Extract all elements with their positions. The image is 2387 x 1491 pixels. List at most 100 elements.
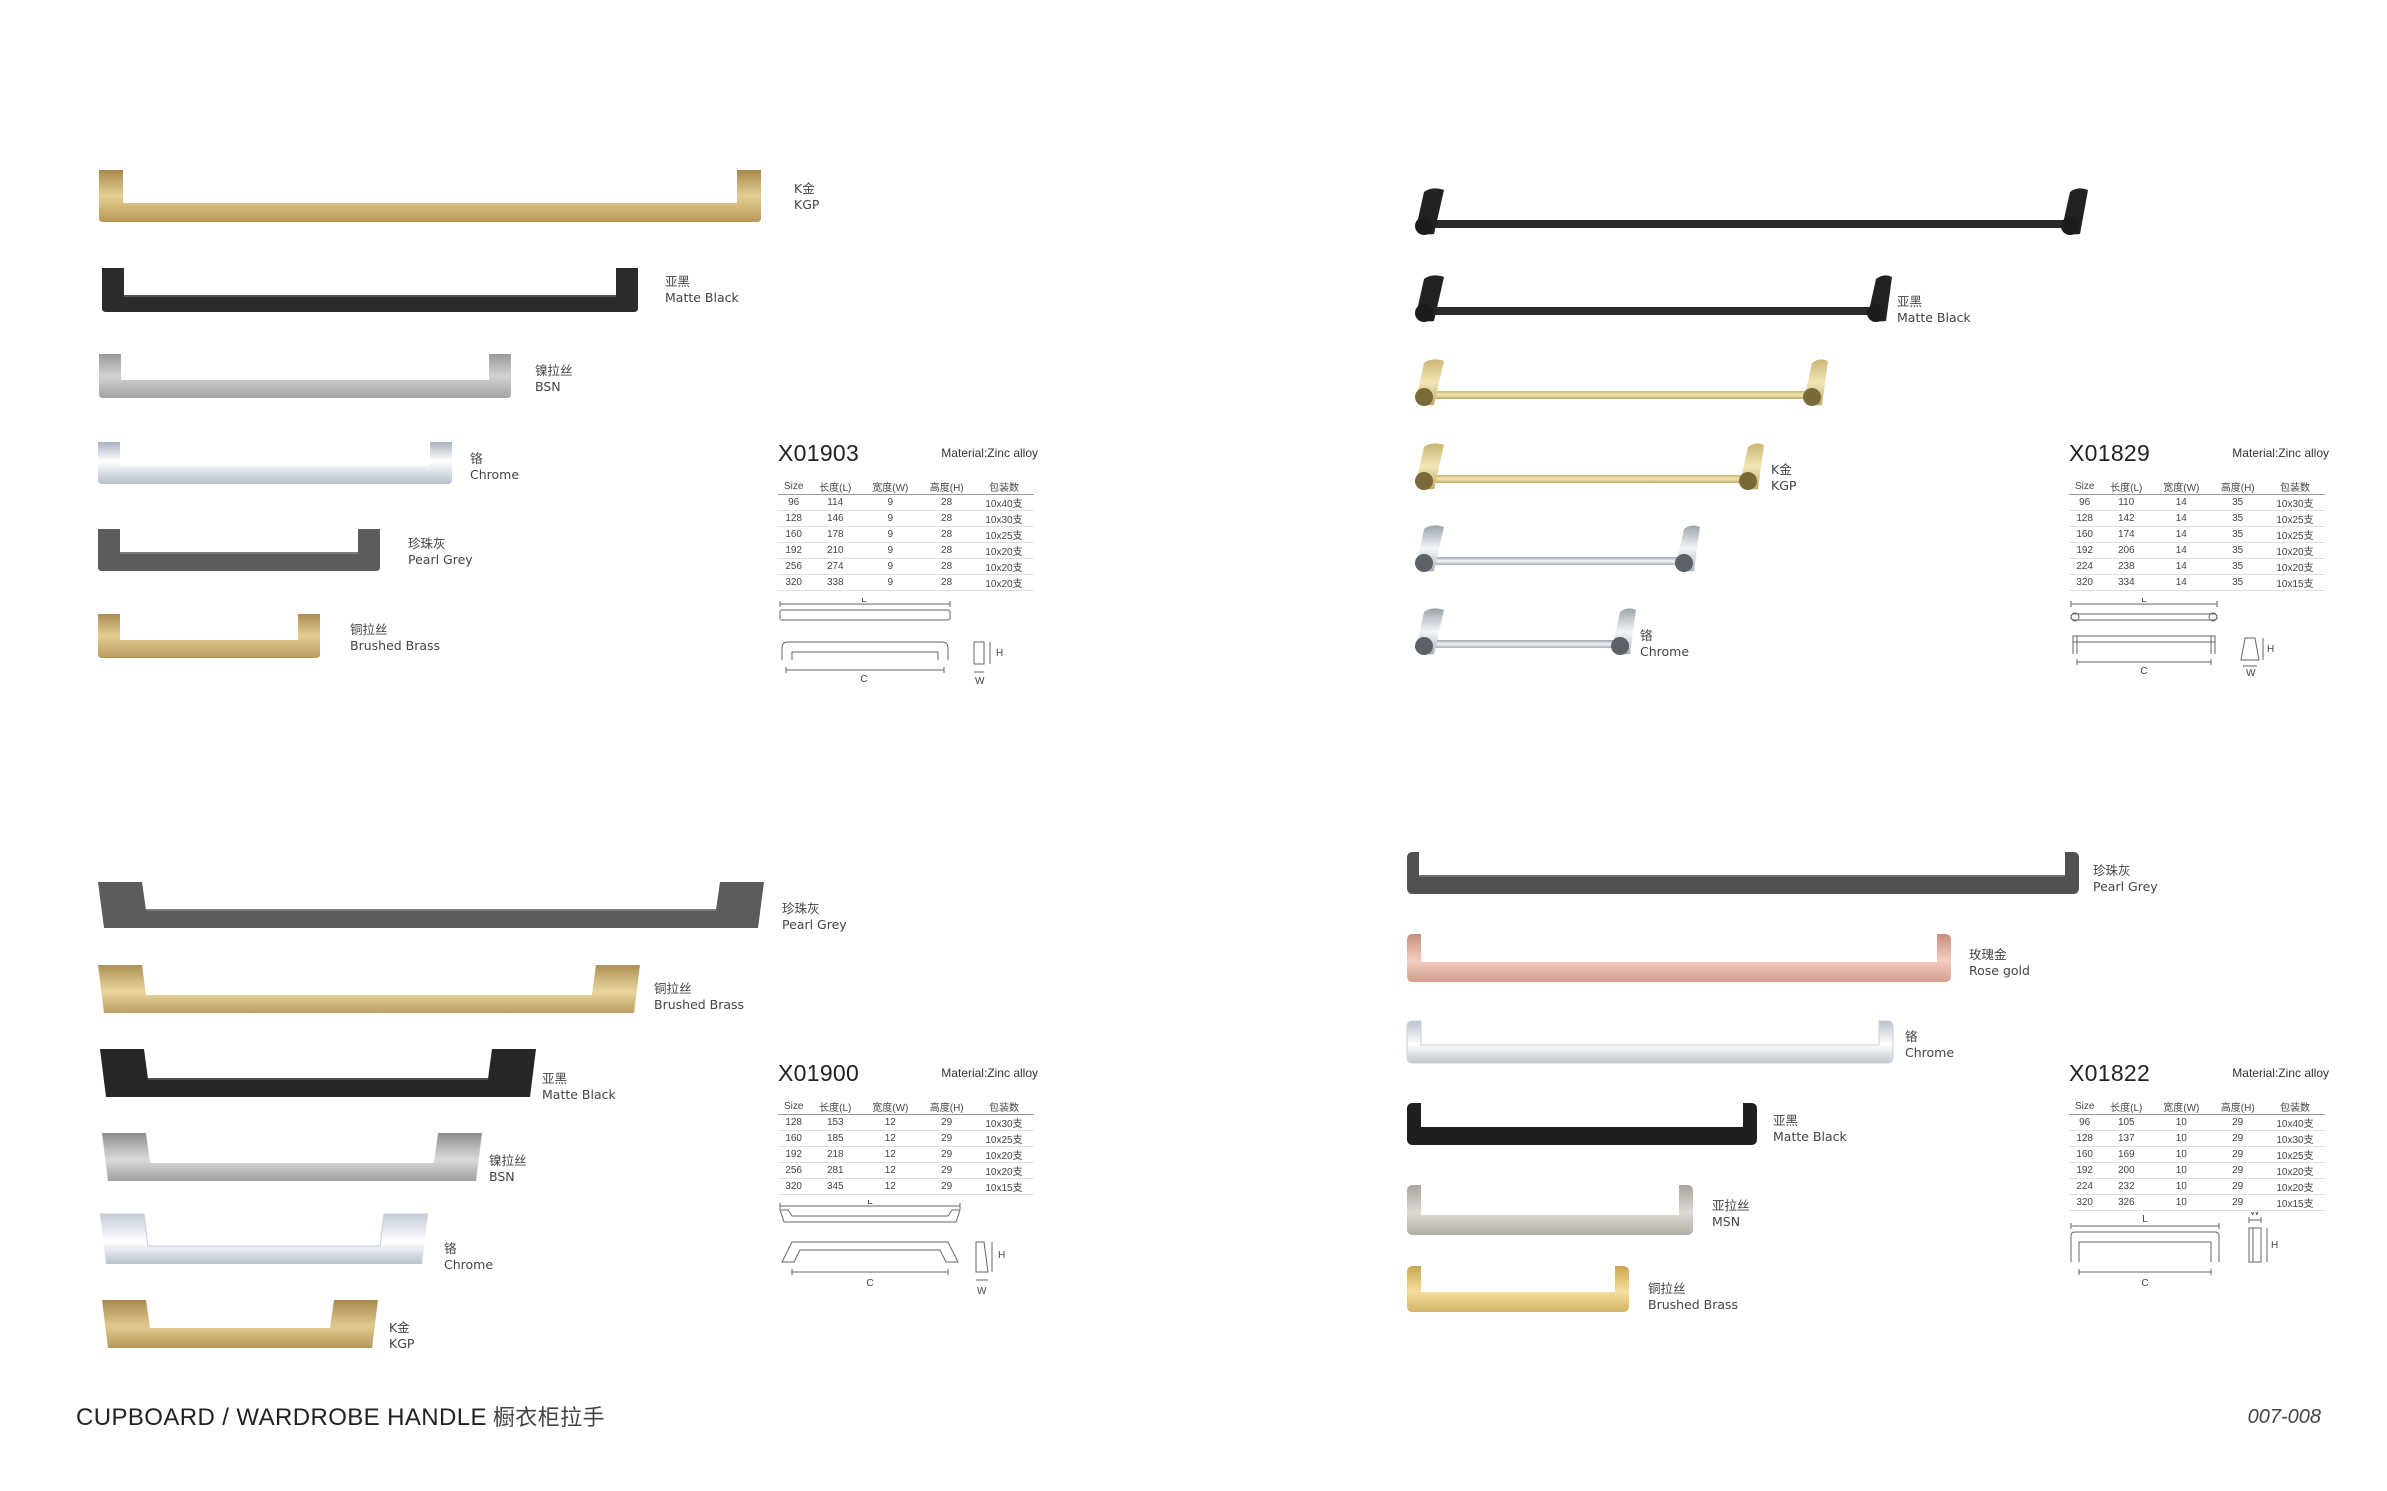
handle-x01829-kgp <box>1408 441 1764 493</box>
finish-en: KGP <box>794 196 820 212</box>
model-number: X01900 <box>778 1060 860 1086</box>
header-cell: 包装数 <box>2264 478 2325 495</box>
table-row: 128 142 14 35 10x25支 <box>2069 510 2325 527</box>
handle-x01822-msn <box>1405 1183 1695 1235</box>
size-table: Size 长度(L) 宽度(W) 高度(H) 包装数 128 153 12 29 10x… <box>778 1098 1034 1195</box>
table-cell: 14 <box>2152 558 2211 575</box>
dim-W: W <box>977 1286 987 1297</box>
table-cell: 10 <box>2152 1194 2211 1211</box>
dim-C: C <box>860 674 867 685</box>
finish-cn: 亚黑 <box>542 1071 568 1086</box>
handle-x01900-brushed-brass <box>96 965 642 1013</box>
finish-cn: K金 <box>794 181 815 196</box>
table-cell: 110 <box>2100 494 2153 511</box>
dimension-diagram: L C H W <box>2070 1212 2278 1289</box>
table-cell: 10x30支 <box>973 510 1034 527</box>
finish-cn: 亚黑 <box>1773 1113 1799 1128</box>
table-cell: 10x20支 <box>973 542 1034 559</box>
table-cell: 320 <box>2069 1194 2101 1211</box>
finish-en: Brushed Brass <box>1648 1296 1739 1312</box>
handle-x01900-bsn <box>100 1133 484 1181</box>
finish-cn: K金 <box>389 1320 410 1335</box>
table-cell: 14 <box>2152 574 2211 591</box>
table-cell: 29 <box>2210 1162 2265 1179</box>
table-cell: 281 <box>809 1162 862 1179</box>
table-cell: 160 <box>2069 1146 2101 1163</box>
dim-H: H <box>998 1250 1005 1261</box>
table-cell: 10 <box>2152 1162 2211 1179</box>
table-row: 192 210 9 28 10x20支 <box>778 542 1034 559</box>
table-cell: 96 <box>2069 494 2101 511</box>
table-cell: 10x30支 <box>973 1114 1034 1131</box>
finish-en: Matte Black <box>1897 309 1971 325</box>
table-cell: 29 <box>2210 1146 2265 1163</box>
table-cell: 128 <box>778 1114 810 1131</box>
model-number: X01829 <box>2069 440 2151 466</box>
table-cell: 192 <box>2069 542 2101 559</box>
table-cell: 12 <box>861 1114 920 1131</box>
table-cell: 10x20支 <box>2264 558 2325 575</box>
table-cell: 153 <box>809 1114 862 1131</box>
table-row: 128 146 9 28 10x30支 <box>778 510 1034 527</box>
header-cell: Size <box>778 1098 810 1115</box>
table-row: 320 326 10 29 10x15支 <box>2069 1194 2325 1211</box>
finish-label: 亚黑 Matte Black <box>542 1071 616 1102</box>
table-cell: 10x15支 <box>2264 574 2325 591</box>
finish-cn: 镍拉丝 <box>535 363 573 378</box>
dimension-diagram: L C H W <box>779 1200 1005 1297</box>
finish-label: 镍拉丝 BSN <box>489 1153 527 1184</box>
table-cell: 10 <box>2152 1114 2211 1131</box>
table-row: 160 174 14 35 10x25支 <box>2069 526 2325 543</box>
header-cell: 包装数 <box>973 1098 1034 1115</box>
table-cell: 29 <box>919 1130 974 1147</box>
table-cell: 10x20支 <box>973 558 1034 575</box>
table-cell: 10x25支 <box>973 1130 1034 1147</box>
finish-label: 亚拉丝 MSN <box>1712 1198 1750 1229</box>
header-cell: 长度(L) <box>809 1098 862 1115</box>
table-cell: 14 <box>2152 494 2211 511</box>
table-cell: 29 <box>2210 1114 2265 1131</box>
table-cell: 10 <box>2152 1146 2211 1163</box>
table-cell: 320 <box>2069 574 2101 591</box>
finish-label: 珍珠灰 Pearl Grey <box>2093 863 2158 894</box>
handle-x01903-chrome <box>96 440 454 484</box>
table-cell: 160 <box>778 526 810 543</box>
table-row: 192 218 12 29 10x20支 <box>778 1146 1034 1163</box>
table-header-row: Size 长度(L) 宽度(W) 高度(H) 包装数 <box>2069 1098 2325 1115</box>
dim-L: L <box>2142 1214 2148 1225</box>
spec-block-x01829: X01829 Material:Zinc alloy Size 长度(L) 宽度… <box>2069 440 2329 690</box>
table-cell: 160 <box>778 1130 810 1147</box>
catalog-title-cn: 橱衣柜拉手 <box>492 1406 605 1431</box>
table-row: 96 105 10 29 10x40支 <box>2069 1114 2325 1131</box>
table-cell: 224 <box>2069 1178 2101 1195</box>
finish-cn: 亚黑 <box>1897 294 1923 309</box>
material-label: Material:Zinc alloy <box>941 1066 1038 1080</box>
table-cell: 146 <box>809 510 862 527</box>
finish-label: 亚黑 Matte Black <box>1773 1113 1847 1144</box>
finish-label: 铬 Chrome <box>1640 628 1689 659</box>
table-cell: 334 <box>2100 574 2153 591</box>
table-cell: 224 <box>2069 558 2101 575</box>
header-cell: 长度(L) <box>809 478 862 495</box>
finish-label: 亚黑 Matte Black <box>1897 294 1971 325</box>
table-cell: 10 <box>2152 1130 2211 1147</box>
finish-cn: 铜拉丝 <box>654 981 692 996</box>
table-cell: 10x20支 <box>2264 1162 2325 1179</box>
table-cell: 128 <box>2069 1130 2101 1147</box>
table-cell: 35 <box>2210 510 2265 527</box>
finish-en: Pearl Grey <box>408 551 473 567</box>
table-cell: 29 <box>919 1178 974 1195</box>
table-row: 192 200 10 29 10x20支 <box>2069 1162 2325 1179</box>
table-cell: 137 <box>2100 1130 2153 1147</box>
table-cell: 169 <box>2100 1146 2153 1163</box>
table-header-row: Size 长度(L) 宽度(W) 高度(H) 包装数 <box>2069 478 2325 495</box>
handle-x01829-chrome <box>1408 523 1700 575</box>
table-cell: 218 <box>809 1146 862 1163</box>
dimension-diagram: L C H W <box>2070 598 2274 679</box>
table-row: 320 345 12 29 10x15支 <box>778 1178 1034 1195</box>
table-cell: 256 <box>778 558 810 575</box>
finish-label: K金 KGP <box>1771 462 1796 493</box>
table-cell: 35 <box>2210 574 2265 591</box>
header-cell: Size <box>2069 1098 2101 1115</box>
table-cell: 114 <box>809 494 862 511</box>
